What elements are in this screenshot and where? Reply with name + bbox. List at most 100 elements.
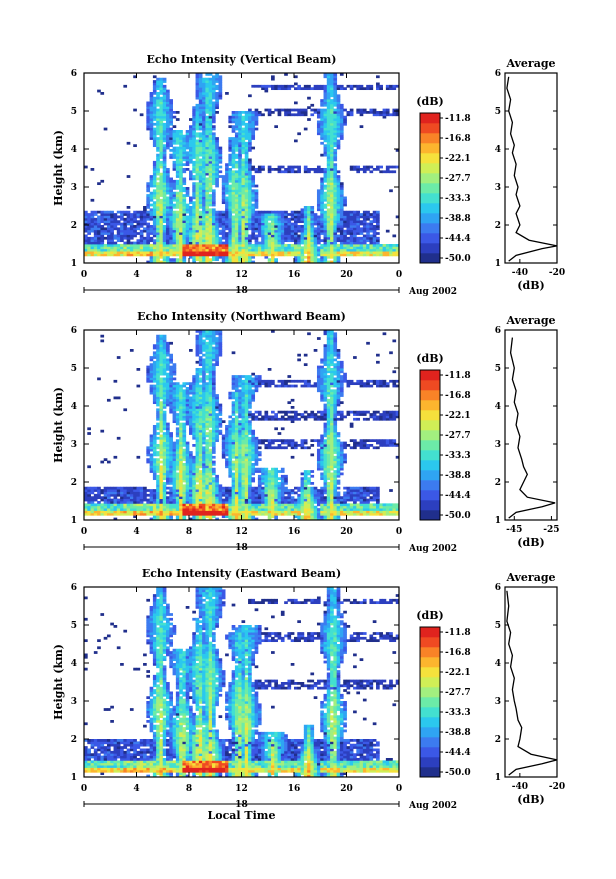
heatmap-cell [104,251,108,254]
heatmap-cell [284,254,288,257]
heatmap-cell [235,189,239,192]
heatmap-cell [166,208,170,211]
heatmap-cell [179,182,183,185]
heatmap-cell [317,220,321,223]
heatmap-cell [255,244,259,247]
heatmap-cell [340,211,344,214]
heatmap-cell [363,254,367,257]
heatmap-cell [153,132,157,135]
heatmap-cell [176,204,180,207]
heatmap-cell [327,87,331,90]
heatmap-cell [150,444,154,447]
heatmap-cell [297,170,301,173]
heatmap-cell [163,494,167,497]
heatmap-cell [347,254,351,257]
heatmap-cell [379,166,383,169]
heatmap-cell [196,349,200,352]
heatmap-cell [169,492,173,495]
heatmap-cell [159,370,163,373]
heatmap-cell [137,506,141,509]
heatmap-cell [153,246,157,249]
heatmap-cell [202,182,206,185]
heatmap-cell [153,344,157,347]
heatmap-cell [232,235,236,238]
heatmap-cell [186,416,190,419]
heatmap-cell [199,220,203,223]
heatmap-cell [182,418,186,421]
heatmap-cell [205,249,209,252]
heatmap-cell [169,508,173,511]
heatmap-cell [209,201,213,204]
heatmap-cell [166,121,170,124]
colorbar-segment [420,233,440,243]
heatmap-cell [127,237,131,240]
heatmap-cell [196,168,200,171]
heatmap-cell [238,227,242,230]
heatmap-cell [291,211,295,214]
heatmap-cell [196,206,200,209]
heatmap-cell [173,444,177,447]
heatmap-cell [110,501,114,504]
heatmap-cell [196,83,200,86]
heatmap-cell [189,175,193,178]
heatmap-cell [159,503,163,506]
heatmap-cell [327,113,331,116]
heatmap-cell [120,513,124,516]
heatmap-cell [205,180,209,183]
heatmap-cell [176,232,180,235]
heatmap-cell [166,389,170,392]
heatmap-cell [156,256,160,259]
heatmap-cell [137,239,141,242]
heatmap-cell [330,85,334,88]
heatmap-cell [215,159,219,162]
heatmap-cell [150,130,154,133]
heatmap-cell [261,249,265,252]
heatmap-cell [163,335,167,338]
heatmap-cell [271,223,275,226]
heatmap-cell [150,213,154,216]
heatmap-cell [196,480,200,483]
heatmap-cell [107,216,111,219]
heatmap-cell [146,102,150,105]
heatmap-cell [337,254,341,257]
heatmap-cell [159,204,163,207]
heatmap-cell [150,109,154,112]
heatmap-cell [176,137,180,140]
heatmap-cell [356,225,360,228]
heatmap-cell [212,147,216,150]
heatmap-cell [320,113,324,116]
heatmap-cell [333,154,337,157]
heatmap-cell [137,368,141,371]
heatmap-cell [232,159,236,162]
heatmap-cell [291,113,295,116]
heatmap-cell [140,230,144,233]
heatmap-cell [310,239,314,242]
heatmap-cell [232,232,236,235]
heatmap-cell [281,244,285,247]
heatmap-cell [209,208,213,211]
heatmap-cell [330,249,334,252]
heatmap-cell [228,156,232,159]
heatmap-cell [176,423,180,426]
heatmap-cell [192,239,196,242]
heatmap-cell [245,163,249,166]
heatmap-cell [186,132,190,135]
heatmap-cell [337,230,341,233]
heatmap-cell [258,251,262,254]
heatmap-cell [196,347,200,350]
heatmap-cell [271,216,275,219]
heatmap-cell [137,242,141,245]
heatmap-cell [163,413,167,416]
heatmap-cell [317,239,321,242]
heatmap-cell [163,227,167,230]
heatmap-cell [163,392,167,395]
heatmap-cell [333,83,337,86]
heatmap-cell [202,496,206,499]
heatmap-cell [356,239,360,242]
heatmap-cell [327,102,331,105]
heatmap-cell [153,113,157,116]
heatmap-cell [304,230,308,233]
heatmap-cell [232,154,236,157]
heatmap-cell [350,244,354,247]
heatmap-cell [347,249,351,252]
